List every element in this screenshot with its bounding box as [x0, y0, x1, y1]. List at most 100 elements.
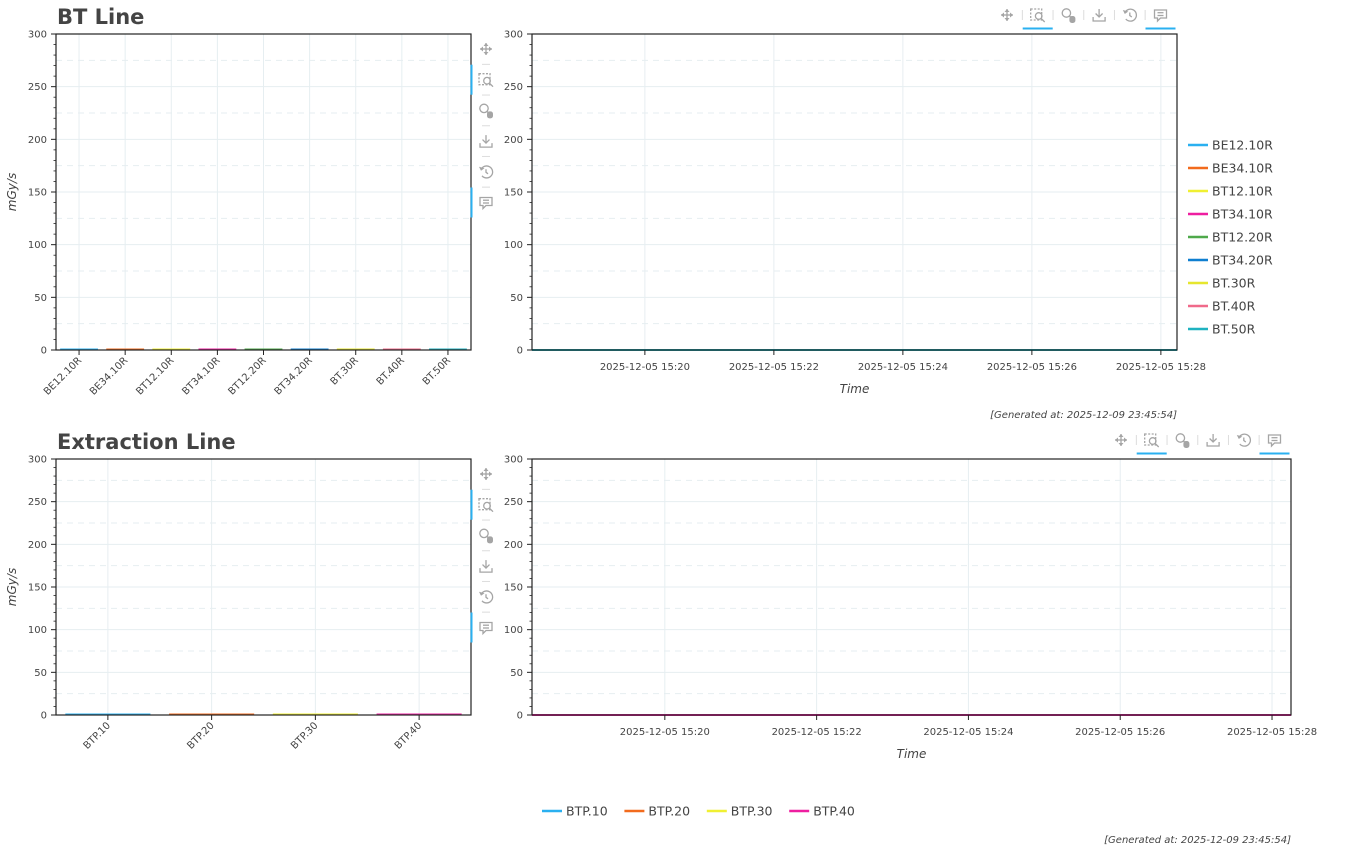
pan-icon	[1001, 9, 1013, 21]
bar[interactable]	[152, 348, 191, 351]
y-tick-label: 100	[504, 240, 523, 251]
bar[interactable]	[336, 348, 375, 351]
active-tool-indicator	[1145, 27, 1176, 30]
y-tick-label: 50	[34, 668, 47, 679]
tool-reset[interactable]	[472, 159, 500, 185]
x-tick-label: BT34.20R	[273, 355, 315, 397]
bar[interactable]	[272, 713, 358, 716]
y-tick-label: 100	[504, 625, 523, 636]
bar[interactable]	[244, 348, 283, 351]
legend-item[interactable]: BT34.20R	[1188, 253, 1273, 268]
tool-box-zoom[interactable]	[470, 489, 501, 520]
legend-item[interactable]: BE12.10R	[1188, 138, 1273, 153]
bar[interactable]	[429, 348, 467, 351]
bar[interactable]	[65, 713, 151, 716]
x-axis-label: Time	[897, 747, 927, 761]
y-tick-label: 200	[28, 135, 47, 146]
tool-pan[interactable]	[472, 461, 500, 487]
tool-wheel-zoom[interactable]	[472, 97, 500, 123]
y-tick-label: 150	[504, 583, 523, 594]
box-zoom-icon	[478, 73, 494, 88]
tool-save[interactable]	[1085, 2, 1113, 28]
bar-chart: BTP.10 BTP.20 BTP.30 BTP.40 0 50 100 150 200 250 3…	[5, 455, 472, 752]
bar[interactable]	[198, 348, 237, 351]
legend-label: BTP.40	[813, 804, 855, 819]
tool-wheel-zoom[interactable]	[1168, 427, 1196, 453]
legend-item[interactable]: BT12.20R	[1188, 230, 1273, 245]
legend-label: BT.40R	[1212, 299, 1256, 314]
pan-icon	[480, 43, 492, 55]
active-tool-indicator	[470, 489, 473, 520]
legend-item[interactable]: BT.50R	[1188, 322, 1256, 337]
legend: BE12.10R BE34.10R BT12.10R BT34.10R BT12.20R…	[1188, 138, 1273, 337]
x-tick-label: 2025-12-05 15:24	[923, 727, 1013, 738]
tool-save[interactable]	[472, 128, 500, 154]
hover-icon	[1153, 9, 1168, 23]
y-tick-label: 50	[510, 293, 523, 304]
legend-label: BT34.20R	[1212, 253, 1273, 268]
bar[interactable]	[376, 713, 462, 716]
hover-icon	[1267, 434, 1282, 448]
legend-item[interactable]: BTP.40	[789, 804, 855, 819]
legend-label: BT34.10R	[1212, 207, 1273, 222]
toolbar	[470, 461, 501, 643]
legend-item[interactable]: BT12.10R	[1188, 184, 1273, 199]
tool-hover[interactable]	[470, 187, 501, 218]
tool-reset[interactable]	[472, 584, 500, 610]
tool-hover[interactable]	[1145, 2, 1176, 30]
toolbar	[993, 2, 1176, 30]
legend-label: BT12.10R	[1212, 184, 1273, 199]
legend-item[interactable]: BT.40R	[1188, 299, 1256, 314]
bar[interactable]	[290, 348, 329, 351]
x-tick-label: BTP.40	[393, 720, 424, 751]
tool-save[interactable]	[1199, 427, 1227, 453]
y-tick-label: 200	[504, 540, 523, 551]
tool-hover[interactable]	[1259, 427, 1290, 455]
legend-item[interactable]: BTP.20	[624, 804, 690, 819]
legend-item[interactable]: BT.30R	[1188, 276, 1256, 291]
legend-item[interactable]: BTP.30	[706, 804, 773, 819]
tool-box-zoom[interactable]	[1022, 2, 1053, 30]
legend-item[interactable]: BE34.10R	[1188, 161, 1273, 176]
section-bt-line: BT Line	[57, 5, 144, 29]
bar[interactable]	[169, 713, 255, 716]
wheel-zoom-icon	[1061, 8, 1076, 23]
bar[interactable]	[382, 348, 421, 351]
tool-reset[interactable]	[1116, 2, 1144, 28]
box-zoom-icon	[478, 498, 494, 513]
y-tick-label: 0	[517, 346, 523, 357]
reset-icon	[479, 165, 494, 179]
active-tool-indicator	[1259, 452, 1290, 455]
tool-pan[interactable]	[1107, 427, 1135, 453]
tool-pan[interactable]	[472, 36, 500, 62]
legend-label: BT12.20R	[1212, 230, 1273, 245]
bar[interactable]	[60, 348, 98, 351]
tool-box-zoom[interactable]	[470, 64, 501, 95]
tool-reset[interactable]	[1230, 427, 1258, 453]
active-tool-indicator	[470, 187, 473, 218]
bar[interactable]	[106, 348, 145, 351]
y-tick-label: 0	[41, 346, 47, 357]
legend-label: BT.50R	[1212, 322, 1256, 337]
legend-item[interactable]: BTP.10	[542, 804, 608, 819]
tool-wheel-zoom[interactable]	[472, 522, 500, 548]
tool-hover[interactable]	[470, 612, 501, 643]
y-tick-label: 100	[28, 240, 47, 251]
hover-icon	[479, 621, 493, 636]
generated-timestamp: [Generated at: 2025-12-09 23:45:54]	[990, 410, 1177, 421]
legend: BTP.10 BTP.20 BTP.30 BTP.40	[542, 804, 855, 819]
legend-item[interactable]: BT34.10R	[1188, 207, 1273, 222]
x-tick-label: BE12.10R	[42, 355, 84, 397]
reset-icon	[479, 590, 494, 604]
x-tick-label: 2025-12-05 15:28	[1227, 727, 1317, 738]
section-extraction-line: Extraction Line	[57, 430, 236, 454]
y-tick-label: 50	[510, 668, 523, 679]
y-tick-label: 200	[504, 135, 523, 146]
pan-icon	[480, 468, 492, 480]
tool-box-zoom[interactable]	[1136, 427, 1167, 455]
x-tick-label: BTP.30	[289, 720, 320, 751]
x-tick-label: 2025-12-05 15:24	[858, 362, 948, 373]
tool-wheel-zoom[interactable]	[1054, 2, 1082, 28]
tool-save[interactable]	[472, 553, 500, 579]
tool-pan[interactable]	[993, 2, 1021, 28]
